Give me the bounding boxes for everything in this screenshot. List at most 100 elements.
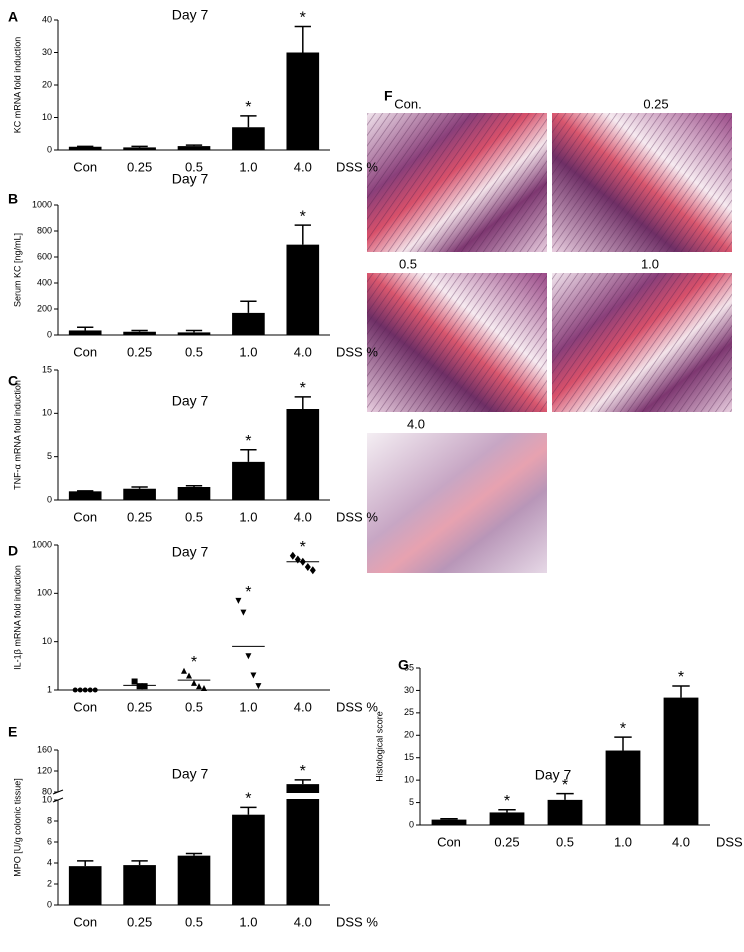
y-tick-label: 30 [42,47,52,57]
histology-texture [552,273,732,412]
x-tick-label: 0.5 [185,914,203,929]
image-label: 1.0 [641,256,659,271]
significance-mark: * [300,763,306,780]
bar [232,814,265,905]
y-tick-label: 2 [47,878,52,888]
significance-mark: * [504,793,510,810]
x-tick-label: 0.5 [185,509,203,524]
x-tick-label: 4.0 [294,159,312,174]
bar [68,330,102,335]
bar [177,146,211,150]
panel-label: G [398,657,409,673]
bar [431,819,467,825]
y-tick-label: 6 [47,836,52,846]
y-tick-label: 10 [42,112,52,122]
data-point [141,683,148,690]
significance-mark: * [300,208,306,225]
y-tick-label: 200 [37,303,52,313]
y-tick-label: 800 [37,225,52,235]
bar [605,750,641,825]
panel-label: B [8,191,18,207]
panel-label: E [8,724,17,740]
bar [232,127,265,150]
bar [232,312,265,335]
x-tick-label: 0.25 [494,834,519,849]
chart-title: Day 7 [172,171,209,187]
bar [663,697,699,825]
x-tick-label: 4.0 [672,834,690,849]
y-tick-label: 0 [409,819,414,829]
y-tick-label: 4 [47,857,52,867]
data-point [235,597,242,604]
data-point [294,555,301,564]
x-axis-label: DSS % [336,699,378,714]
data-point [255,683,262,690]
bar [123,147,156,150]
bar [123,488,156,500]
x-tick-label: Con [437,834,461,849]
x-tick-label: Con [73,159,97,174]
y-tick-label: 15 [404,752,414,762]
panel-label: D [8,543,18,559]
chart-title: Day 7 [172,7,209,23]
bar [286,784,320,905]
significance-mark: * [191,654,197,671]
y-tick-label: 600 [37,251,52,261]
significance-mark: * [245,99,251,116]
data-point [191,679,197,686]
histology-texture [367,273,547,412]
histology-image [367,433,547,573]
x-tick-label: Con [73,914,97,929]
y-axis-label: TNF-α mRNA fold induction [12,380,22,490]
y-axis-label: Histological score [374,711,384,782]
significance-mark: * [300,10,306,27]
bar [68,146,102,150]
significance-mark: * [300,539,306,556]
y-tick-label: 10 [42,636,52,646]
bar [123,331,156,335]
y-tick-label: 5 [409,797,414,807]
y-axis-label: IL-1β mRNA fold induction [12,565,22,670]
histology-texture [367,113,547,252]
significance-mark: * [245,584,251,601]
x-tick-label: 1.0 [239,914,257,929]
chart-title: Day 7 [172,393,209,409]
y-tick-label: 160 [37,744,52,754]
x-tick-label: 4.0 [294,699,312,714]
x-axis-label: DSS % [336,509,378,524]
y-tick-label: 8 [47,815,52,825]
bar [286,52,320,150]
bar [177,855,211,905]
data-point [304,563,311,572]
data-point [250,672,257,679]
y-tick-label: 25 [404,707,414,717]
y-tick-label: 30 [404,685,414,695]
x-tick-label: 1.0 [239,159,257,174]
image-label: 4.0 [407,416,425,431]
x-axis-label: DSS % [336,159,378,174]
y-axis-label: KC mRNA fold induction [12,37,22,134]
y-axis-label: MPO [U/g colonic tissue] [12,778,22,877]
x-tick-label: Con [73,699,97,714]
bar [286,244,320,335]
y-tick-label: 15 [42,364,52,374]
y-tick-label: 100 [37,588,52,598]
data-point [245,653,252,660]
y-tick-label: 0 [47,329,52,339]
x-tick-label: 4.0 [294,344,312,359]
x-axis-label: DSS % [336,914,378,929]
y-tick-label: 0 [47,899,52,909]
x-tick-label: Con [73,509,97,524]
significance-mark: * [678,669,684,686]
y-tick-label: 1000 [32,199,52,209]
y-tick-label: 80 [42,786,52,796]
chart-title: Day 7 [172,766,209,782]
x-tick-label: 0.25 [127,914,152,929]
x-tick-label: 4.0 [294,914,312,929]
x-tick-label: 0.5 [185,159,203,174]
y-tick-label: 10 [404,775,414,785]
x-tick-label: 0.5 [185,699,203,714]
x-tick-label: 1.0 [239,509,257,524]
y-tick-label: 0 [47,144,52,154]
y-axis-label: Serum KC [ng/mL] [12,233,22,307]
